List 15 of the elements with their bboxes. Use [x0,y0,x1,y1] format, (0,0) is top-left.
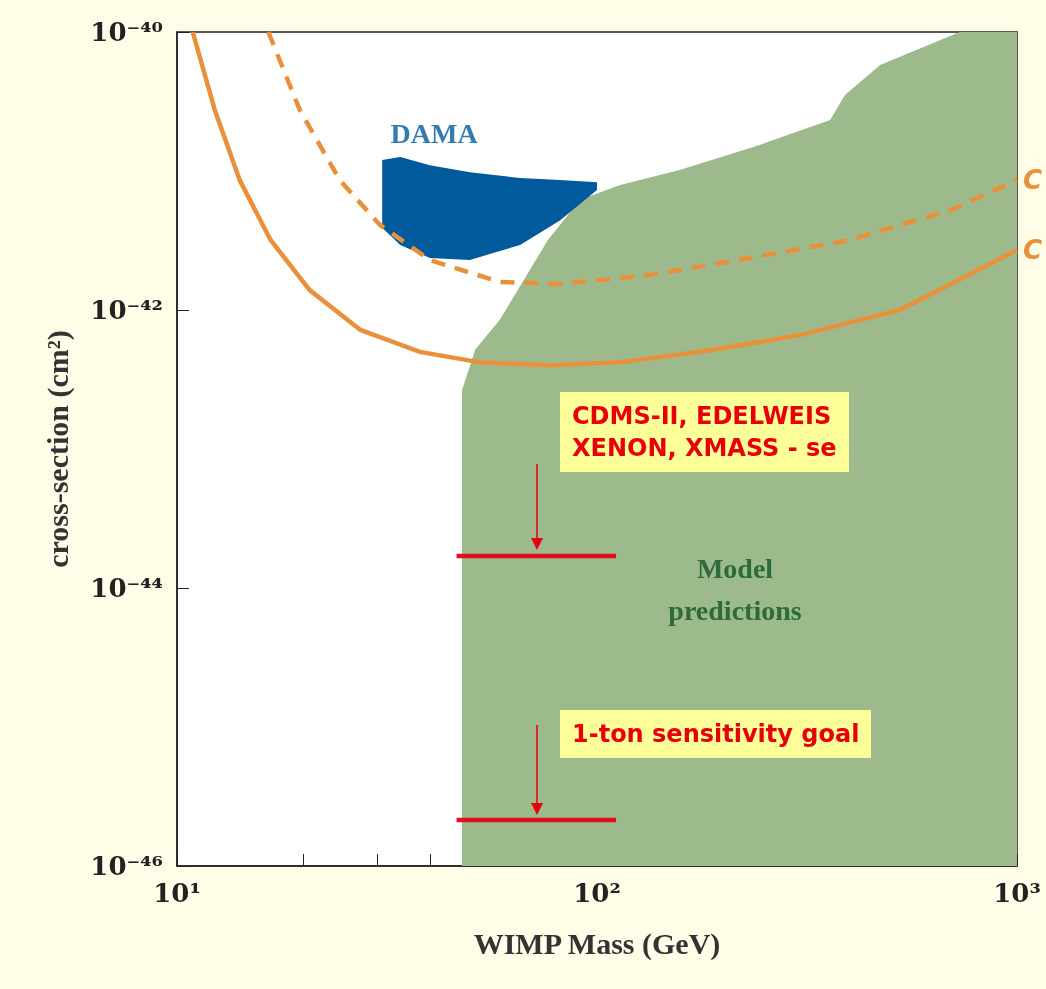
annotation: 1-ton sensitivity goal [560,710,872,758]
series-label: C [1023,235,1043,266]
y-tick-label: 10⁻⁴² [90,295,163,325]
y-tick-label: 10⁻⁴⁴ [90,573,163,603]
x-tick-label: 10² [573,878,621,908]
series-label: C [1023,165,1043,196]
x-tick-label: 10³ [993,878,1041,908]
annotation: Model predictions [668,552,802,628]
x-tick-label: 10¹ [153,878,201,908]
y-tick-label: 10⁻⁴⁶ [90,851,163,881]
x-axis-title: WIMP Mass (GeV) [473,926,721,961]
y-axis-title: cross-section (cm²) [40,330,75,568]
y-tick-label: 10⁻⁴⁰ [90,17,163,47]
annotation: CDMS-II, EDELWEIS XENON, XMASS - se [560,392,849,472]
series-label: DAMA [390,117,479,149]
